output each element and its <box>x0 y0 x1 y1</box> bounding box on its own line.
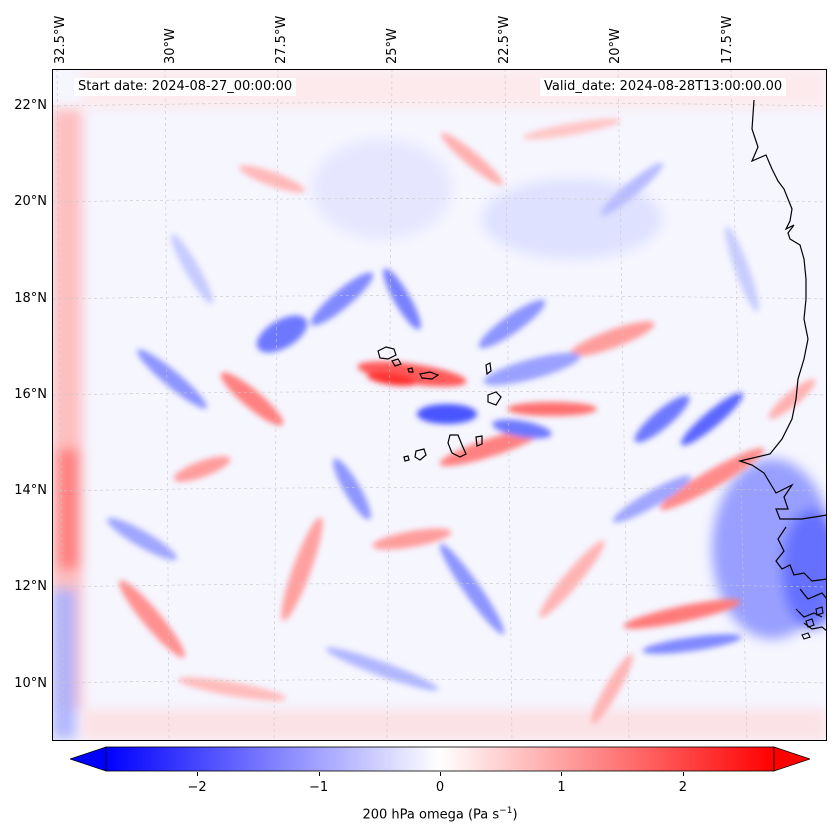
colorbar-tick-mark <box>440 772 441 776</box>
omega-field-streaks <box>107 118 816 724</box>
lon-label-32-5w: 32.5°W <box>53 15 68 64</box>
colorbar-tick-mark <box>318 772 320 776</box>
colorbar-tick-label: −1 <box>308 780 329 795</box>
bijagos-island-2 <box>815 606 824 616</box>
lon-label-22-5w: 22.5°W <box>497 15 512 64</box>
island-sal <box>485 362 492 376</box>
island-santa-luzia <box>407 367 414 373</box>
colorbar-gradient <box>105 746 775 772</box>
omega-field-map <box>52 69 827 741</box>
lon-label-27-5w: 27.5°W <box>274 15 289 64</box>
lon-label-20w: 20°W <box>608 28 623 64</box>
island-brava <box>403 455 410 462</box>
colorbar-label: 200 hPa omega (Pa s−1) <box>362 806 518 823</box>
colorbar-tick-label: −2 <box>187 780 207 795</box>
lat-label-12n: 12°N <box>14 579 47 594</box>
bijagos-island-1 <box>805 618 815 628</box>
island-santo-antao <box>377 346 397 360</box>
island-fogo <box>414 448 427 461</box>
start-date-label: Start date: 2024-08-27_00:00:00 <box>74 78 297 96</box>
colorbar-tick-mark <box>561 772 563 776</box>
lon-label-17-5w: 17.5°W <box>720 15 735 64</box>
colorbar-extend-high <box>773 746 810 772</box>
colorbar-tick-mark <box>197 772 199 776</box>
colorbar-tick-label: 2 <box>678 780 688 795</box>
omega-colorbar <box>70 746 810 772</box>
lat-label-18n: 18°N <box>14 291 47 306</box>
map-frame <box>52 69 827 741</box>
bijagos-islands <box>801 606 824 640</box>
valid-date-label: Valid_date: 2024-08-28T13:00:00.00 <box>540 78 787 96</box>
map-gridlines <box>52 69 827 741</box>
island-santiago <box>447 434 467 458</box>
island-boa-vista <box>487 391 502 406</box>
lon-label-30w: 30°W <box>163 28 178 64</box>
island-maio <box>475 435 483 447</box>
colorbar-extend-low <box>70 746 107 772</box>
africa-coastline-south <box>775 526 827 632</box>
island-sao-vicente <box>391 358 402 367</box>
lat-label-16n: 16°N <box>14 387 47 402</box>
bijagos-island-3 <box>801 632 811 640</box>
island-sao-nicolau <box>419 371 440 380</box>
lon-label-25w: 25°W <box>385 28 400 64</box>
africa-coastline <box>737 99 827 520</box>
lat-label-22n: 22°N <box>14 98 47 113</box>
omega-map-panel <box>52 69 827 741</box>
colorbar-tick-label: 0 <box>435 780 445 795</box>
lat-label-14n: 14°N <box>14 483 47 498</box>
lat-label-20n: 20°N <box>14 194 47 209</box>
lat-label-10n: 10°N <box>14 676 47 691</box>
colorbar-tick-mark <box>682 772 684 776</box>
colorbar-tick-label: 1 <box>557 780 566 795</box>
cabo-verde-islands <box>377 346 502 462</box>
